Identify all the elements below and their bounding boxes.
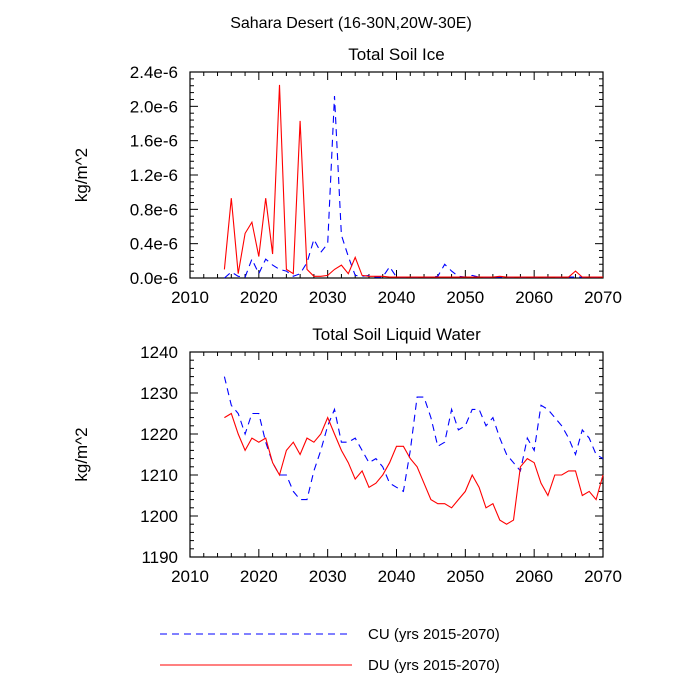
- x-tick-label: 2010: [171, 567, 209, 586]
- y-tick-label: 1190: [141, 548, 178, 567]
- y-tick-label: 0.0e-6: [130, 269, 178, 288]
- x-tick-label: 2040: [378, 567, 416, 586]
- y-tick-label: 1210: [140, 466, 178, 485]
- series-line-cu-total-soil-liquid-water: [223, 376, 604, 501]
- legend-label-cu: CU (yrs 2015-2070): [368, 626, 500, 643]
- panel-title-total-soil-ice: Total Soil Ice: [348, 45, 444, 64]
- x-tick-label: 2050: [446, 288, 484, 307]
- legend-label-du: DU (yrs 2015-2070): [368, 657, 500, 674]
- y-tick-label: 1230: [140, 384, 178, 403]
- panel-title-total-soil-liquid-water: Total Soil Liquid Water: [312, 325, 481, 344]
- y-axis-label-total-soil-ice: kg/m^2: [72, 148, 91, 202]
- y-axis-label-total-soil-liquid-water: kg/m^2: [72, 427, 91, 481]
- x-tick-label: 2020: [240, 567, 278, 586]
- series-line-du-total-soil-ice: [223, 84, 603, 278]
- panel-total-soil-liquid-water: Total Soil Liquid Water kg/m^2 2010 2020 203…: [72, 325, 622, 586]
- x-tick-label: 2010: [171, 288, 209, 307]
- x-tick-label: 2070: [584, 567, 622, 586]
- x-tick-label: 2060: [515, 288, 553, 307]
- y-tick-label: 0.4e-6: [130, 235, 178, 254]
- plot-frame-total-soil-liquid-water: [189, 351, 604, 558]
- x-tick-label: 2050: [446, 567, 484, 586]
- x-tick-label: 2070: [584, 288, 622, 307]
- y-tick-label: 2.4e-6: [130, 63, 178, 82]
- y-tick-label: 2.0e-6: [130, 97, 178, 116]
- plot-frame-total-soil-ice: [189, 71, 604, 279]
- y-tick-label: 0.8e-6: [130, 200, 178, 219]
- figure-title: Sahara Desert (16-30N,20W-30E): [230, 15, 472, 32]
- y-tick-label: 1.6e-6: [130, 132, 178, 151]
- series-line-du-total-soil-liquid-water: [224, 412, 604, 525]
- panel-total-soil-ice: Total Soil Ice kg/m^2 2010 2020 2030 2040 2050…: [72, 45, 622, 307]
- y-tick-label: 1220: [140, 425, 178, 444]
- legend: CU (yrs 2015-2070) DU (yrs 2015-2070): [160, 626, 500, 674]
- y-tick-label: 1200: [140, 507, 178, 526]
- y-tick-label: 1.2e-6: [130, 166, 178, 185]
- x-tick-label: 2040: [378, 288, 416, 307]
- x-tick-label: 2030: [309, 567, 347, 586]
- x-tick-label: 2060: [515, 567, 553, 586]
- y-tick-label: 1240: [140, 343, 178, 362]
- x-tick-label: 2020: [240, 288, 278, 307]
- x-tick-label: 2030: [309, 288, 347, 307]
